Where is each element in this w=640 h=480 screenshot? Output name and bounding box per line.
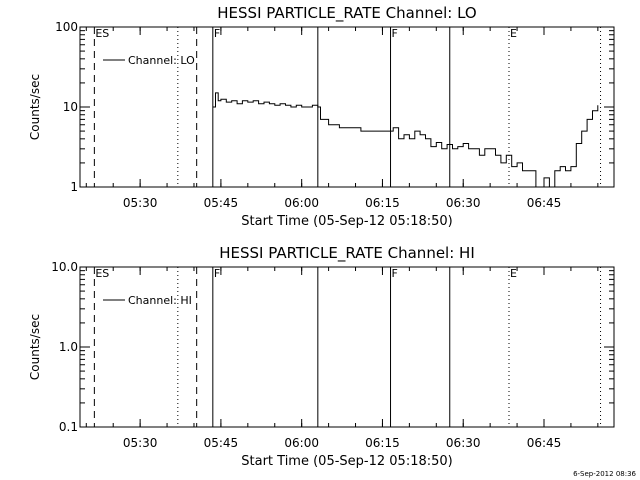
timestamp-footer: 6-Sep-2012 08:36 bbox=[573, 470, 636, 478]
chart-2-marker-flag: F bbox=[214, 267, 220, 280]
chart-2-y-tick-label: 0.1 bbox=[59, 420, 78, 434]
chart-2-title: HESSI PARTICLE_RATE Channel: HI bbox=[219, 244, 475, 263]
chart-2-marker-flag: E bbox=[510, 267, 517, 280]
chart-1-y-tick-label: 1 bbox=[70, 180, 78, 194]
chart-1-panel: HESSI PARTICLE_RATE Channel: LO Start Tim… bbox=[28, 4, 615, 229]
chart-1-x-tick-label: 06:15 bbox=[365, 196, 400, 210]
chart-1-x-tick-label: 06:30 bbox=[446, 196, 481, 210]
chart-2-marker-flag: F bbox=[392, 267, 398, 280]
chart-1-x-tick-label: 06:45 bbox=[527, 196, 562, 210]
chart-1-x-tick-label: 05:30 bbox=[123, 196, 158, 210]
chart-2-marker-flag: ES bbox=[95, 267, 109, 280]
chart-2-y-tick-label: 10.0 bbox=[51, 260, 78, 274]
chart-1-marker-flag: E bbox=[510, 27, 517, 40]
chart-1-frame bbox=[79, 26, 615, 188]
chart-1-y-tick-label: 100 bbox=[55, 20, 78, 34]
chart-1-x-axis-label: Start Time (05-Sep-12 05:18:50) bbox=[241, 214, 452, 229]
chart-1-marker-flag: ES bbox=[95, 27, 109, 40]
chart-2-x-tick-label: 06:30 bbox=[446, 436, 481, 450]
chart-1-y-tick-label: 10 bbox=[63, 100, 78, 114]
chart-2-frame bbox=[79, 266, 615, 428]
chart-2-x-tick-label: 05:45 bbox=[204, 436, 239, 450]
chart-2-x-tick-label: 06:45 bbox=[527, 436, 562, 450]
chart-2-y-tick-label: 1.0 bbox=[59, 340, 78, 354]
chart-2-x-tick-label: 05:30 bbox=[123, 436, 158, 450]
chart-1-legend-entry: Channel: LO bbox=[128, 54, 195, 67]
chart-1-marker-flag: F bbox=[392, 27, 398, 40]
chart-1-title: HESSI PARTICLE_RATE Channel: LO bbox=[217, 4, 476, 23]
chart-2-y-axis-label: Counts/sec bbox=[28, 314, 42, 380]
chart-2-x-axis-label: Start Time (05-Sep-12 05:18:50) bbox=[241, 454, 452, 469]
chart-1-x-tick-label: 06:00 bbox=[284, 196, 319, 210]
chart-1-series-line bbox=[212, 92, 599, 188]
chart-2-panel: HESSI PARTICLE_RATE Channel: HI Start Tim… bbox=[28, 244, 615, 469]
chart-2-legend-entry: Channel: HI bbox=[128, 294, 192, 307]
chart-2-x-tick-label: 06:15 bbox=[365, 436, 400, 450]
chart-1-x-tick-label: 05:45 bbox=[204, 196, 239, 210]
chart-1-y-axis-label: Counts/sec bbox=[28, 74, 42, 140]
chart-1-marker-flag: F bbox=[214, 27, 220, 40]
chart-2-x-tick-label: 06:00 bbox=[284, 436, 319, 450]
